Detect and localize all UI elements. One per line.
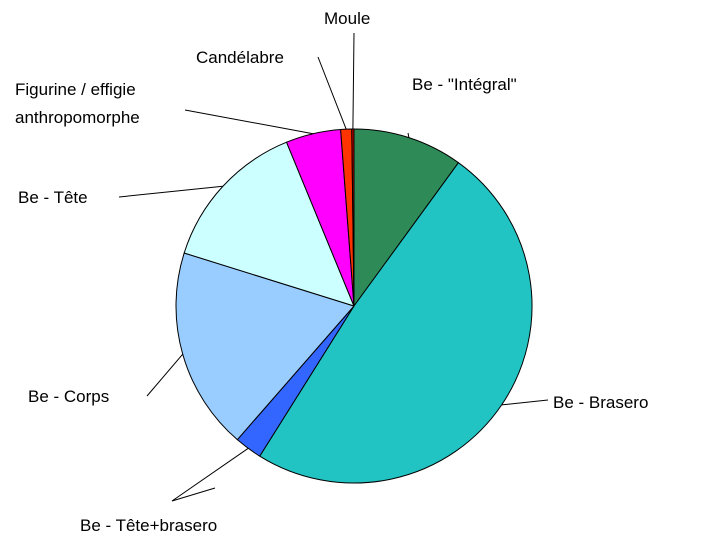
slice-label-figurine-effigie-anthropomorphe-line-2: anthropomorphe: [15, 108, 140, 127]
leader-line-be-corps: [146, 353, 184, 397]
leader-line-figurine-effigie-anthropomorphe: [184, 109, 314, 135]
leader-line-be-brasero: [501, 399, 549, 406]
pie-slice-be-tete: [183, 141, 355, 307]
leader-line-be-integral: [407, 132, 410, 138]
slice-label-be-brasero: Be - Brasero: [553, 393, 648, 412]
leader-line-be-tete-brasero: [171, 447, 249, 502]
slice-label-be-integral: Be - "Intégral": [412, 75, 517, 94]
leader-line-be-tete: [118, 185, 223, 198]
slice-label-be-corps: Be - Corps: [28, 387, 109, 406]
slice-label-figurine-effigie-anthropomorphe-line-1: Figurine / effigie: [15, 80, 136, 99]
leader-line-candelabre: [317, 56, 347, 130]
pie-slice-be-brasero: [259, 162, 533, 484]
leader-line-moule: [352, 32, 355, 130]
slice-label-candelabre: Candélabre: [196, 48, 284, 67]
slice-label-moule: Moule: [324, 9, 370, 28]
pie-slice-moule: [351, 128, 355, 307]
slice-label-be-tete-brasero: Be - Tête+brasero: [80, 516, 217, 535]
slice-label-be-tete: Be - Tête: [18, 188, 88, 207]
pie-slice-be-corps: [175, 252, 355, 441]
pie-slice-be-integral: [353, 128, 459, 307]
